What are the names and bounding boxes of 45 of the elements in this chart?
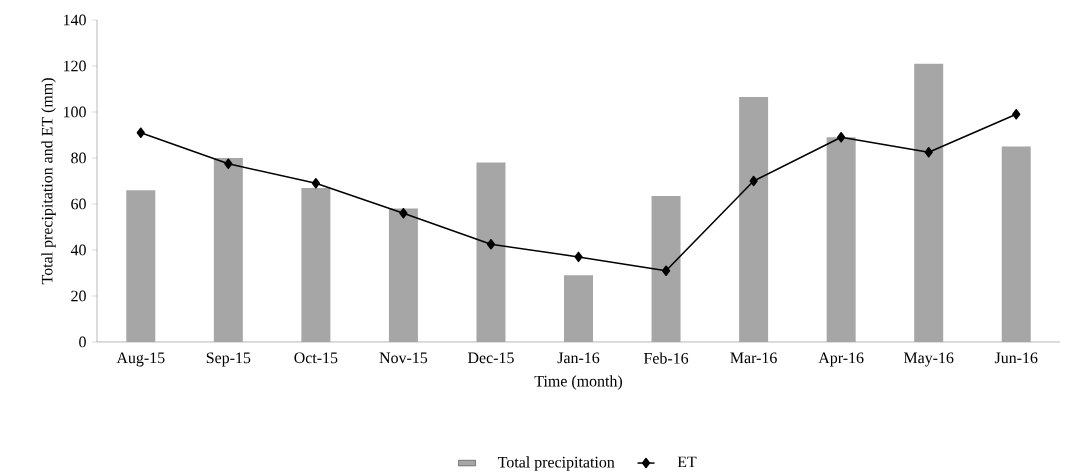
y-tick-label: 140 xyxy=(64,14,86,26)
point xyxy=(661,265,671,276)
x-tick-label: Apr-16 xyxy=(818,352,864,367)
y-tick-label: 60 xyxy=(71,198,86,210)
y-tick-label: 0 xyxy=(79,336,86,348)
point xyxy=(486,238,496,250)
x-tick-label: May-16 xyxy=(903,352,954,367)
y-tick-label: 80 xyxy=(71,152,86,164)
point xyxy=(224,158,233,169)
point xyxy=(749,175,758,187)
legend-label: ET xyxy=(677,456,697,468)
bar xyxy=(301,187,331,342)
x-tick-label: Jan-16 xyxy=(557,352,600,364)
point xyxy=(1012,109,1021,120)
bar xyxy=(564,275,594,342)
y-tick-label: 120 xyxy=(64,60,86,72)
y-tick-label: 20 xyxy=(71,290,86,302)
bar xyxy=(126,190,156,342)
bar xyxy=(1001,146,1031,342)
point xyxy=(399,207,408,219)
bar xyxy=(914,63,944,342)
x-tick-label: Nov-15 xyxy=(379,352,428,364)
bar xyxy=(651,195,681,342)
x-tick-label: Mar-16 xyxy=(730,352,777,364)
y-tick-label: 40 xyxy=(70,244,86,256)
bar xyxy=(826,137,856,342)
x-tick-label: Oct-15 xyxy=(294,352,338,364)
x-axis-title: Time (month) xyxy=(534,375,623,390)
point xyxy=(574,251,583,263)
bar xyxy=(739,97,769,342)
legend-label: Total precipitation xyxy=(497,456,615,471)
y-axis-title: Total precipitation and ET (mm) xyxy=(41,78,56,285)
x-tick-label: Aug-15 xyxy=(116,352,165,367)
y-tick-label: 100 xyxy=(64,106,86,118)
x-tick-label: Feb-16 xyxy=(643,352,689,364)
x-tick-label: Sep-15 xyxy=(206,352,251,367)
x-tick-label: Dec-15 xyxy=(467,352,514,364)
bar xyxy=(476,162,506,342)
bar xyxy=(388,208,418,342)
point xyxy=(311,178,320,189)
point xyxy=(136,127,145,138)
bar xyxy=(213,157,243,342)
point xyxy=(924,146,933,158)
point xyxy=(837,132,846,143)
x-tick-label: Jun-16 xyxy=(994,352,1038,364)
